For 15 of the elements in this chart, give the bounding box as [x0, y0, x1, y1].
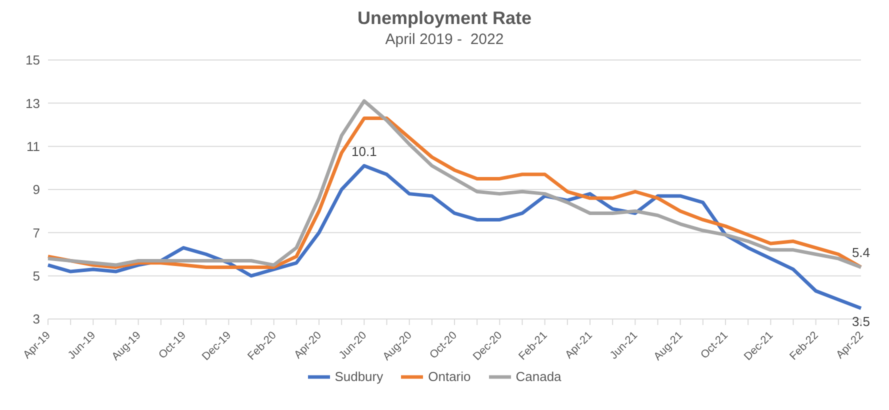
data-label: 3.5 — [852, 314, 870, 330]
data-label: 10.1 — [352, 144, 377, 159]
y-tick-label: 5 — [32, 268, 40, 284]
data-label: 5.4 — [852, 245, 870, 260]
y-tick-label: 15 — [26, 52, 40, 68]
legend-label: Sudbury — [334, 369, 384, 384]
y-tick-label: 11 — [26, 138, 40, 154]
y-tick-label: 3 — [32, 312, 40, 327]
y-tick-label: 13 — [26, 96, 40, 111]
y-tick-label: 9 — [32, 182, 40, 198]
legend-label: Canada — [514, 369, 562, 384]
chart-subtitle: April 2019 - 2022 — [384, 31, 505, 48]
legend-label: Ontario — [427, 369, 471, 384]
y-tick-label: 7 — [32, 225, 40, 240]
chart-title: Unemployment Rate — [356, 8, 533, 29]
